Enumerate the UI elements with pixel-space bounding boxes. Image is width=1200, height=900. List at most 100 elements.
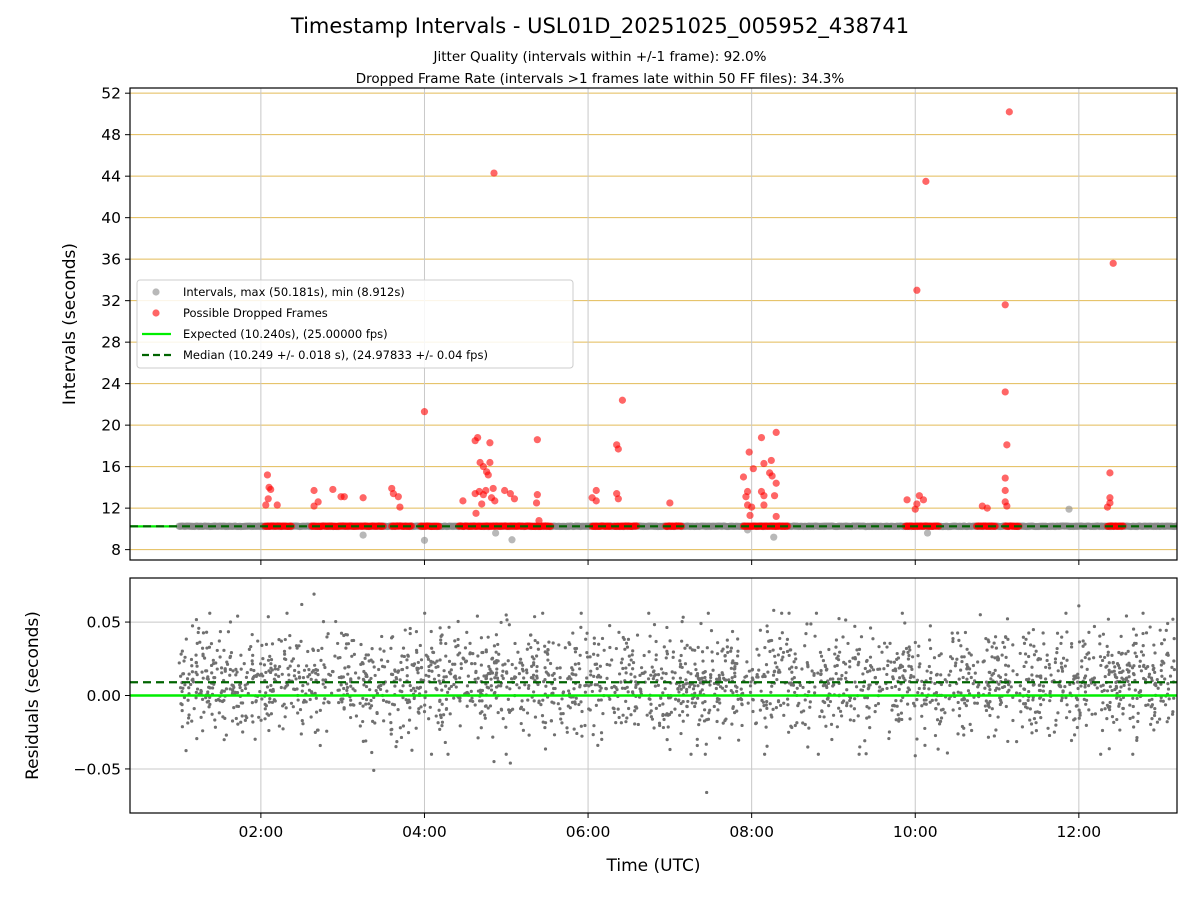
residual-point [256, 672, 260, 676]
residual-point [996, 655, 1000, 659]
residual-point [194, 670, 198, 675]
residual-point [854, 685, 859, 689]
residual-point [539, 703, 543, 707]
residual-point [507, 623, 511, 627]
residual-point [321, 620, 326, 624]
residual-point [479, 636, 483, 640]
residual-point [1148, 625, 1152, 629]
residual-point [765, 700, 769, 704]
dropped-frame-point [1001, 486, 1009, 495]
residual-point [494, 633, 499, 637]
residual-point [674, 697, 678, 701]
residual-point [1006, 664, 1011, 668]
residual-point [588, 655, 592, 659]
residual-point [301, 675, 306, 680]
residual-point [407, 718, 412, 722]
residual-point [1147, 675, 1151, 679]
residual-point [1087, 684, 1091, 688]
residual-point [947, 673, 951, 677]
residual-point [772, 669, 777, 673]
residual-point [419, 658, 424, 662]
residual-point [1142, 663, 1146, 667]
residual-point [803, 722, 807, 727]
dropped-frame-point [913, 286, 921, 294]
residual-point [1113, 672, 1117, 677]
residuals-xtick-label: 04:00 [402, 823, 447, 841]
residual-point [517, 672, 521, 676]
residual-point [297, 644, 301, 648]
residual-point [639, 666, 644, 670]
residual-point [401, 646, 406, 650]
residual-point [208, 611, 212, 615]
residual-point [373, 721, 377, 725]
residual-point [311, 648, 316, 653]
residual-point [646, 677, 651, 681]
residual-point [1003, 678, 1008, 682]
residual-point [1083, 690, 1088, 694]
residual-point [578, 653, 582, 657]
residual-point [1029, 643, 1033, 647]
residual-point [339, 675, 343, 679]
residual-point [336, 641, 340, 646]
residual-point [426, 657, 431, 661]
residual-point [794, 666, 798, 670]
residual-point [440, 720, 445, 724]
residual-point [833, 664, 837, 668]
residual-point [296, 698, 300, 702]
residual-point [300, 689, 304, 693]
residual-point [1087, 657, 1091, 661]
residual-point [895, 704, 899, 708]
residual-point [571, 631, 575, 635]
residual-point [808, 705, 812, 709]
residual-point [1055, 651, 1059, 655]
residual-point [679, 653, 683, 658]
residual-point [630, 690, 635, 695]
residual-point [351, 703, 355, 707]
residual-point [321, 678, 325, 682]
residual-point [480, 699, 484, 703]
intervals-ytick-label: 12 [101, 500, 121, 518]
residual-point [1166, 716, 1171, 720]
residual-point [620, 686, 625, 690]
residual-point [225, 662, 230, 666]
residual-point [1015, 740, 1019, 744]
residual-point [620, 657, 624, 661]
residual-point [361, 696, 365, 700]
residual-point [673, 707, 677, 711]
residual-point [631, 667, 635, 671]
residual-point [1015, 673, 1019, 677]
residual-point [709, 628, 714, 633]
residual-point [838, 709, 843, 713]
residual-point [1084, 723, 1088, 727]
residual-point [228, 673, 232, 677]
dropped-frame-point [592, 486, 600, 495]
residual-point [986, 704, 991, 708]
residual-point [760, 698, 764, 703]
residual-point [953, 664, 958, 668]
residual-point [565, 726, 569, 730]
interval-outlier-point [420, 536, 429, 544]
residual-point [377, 684, 381, 688]
residual-point [650, 717, 655, 721]
residual-point [186, 721, 190, 725]
residual-point [231, 669, 235, 673]
residual-point [1172, 667, 1176, 672]
residual-point [496, 710, 500, 715]
residual-point [948, 683, 952, 688]
residual-point [533, 638, 537, 643]
residual-point [422, 710, 427, 714]
residual-point [711, 668, 715, 672]
residual-point [263, 717, 267, 721]
residual-point [927, 687, 931, 691]
residual-point [1060, 696, 1064, 700]
residual-point [679, 701, 683, 706]
residual-point [965, 667, 969, 671]
residual-point [908, 648, 912, 652]
residual-point [1099, 663, 1103, 668]
residual-point [330, 691, 334, 695]
residual-point [197, 626, 201, 630]
residual-point [198, 640, 202, 644]
residual-point [479, 691, 483, 695]
residual-point [827, 647, 831, 652]
residual-point [187, 713, 191, 717]
